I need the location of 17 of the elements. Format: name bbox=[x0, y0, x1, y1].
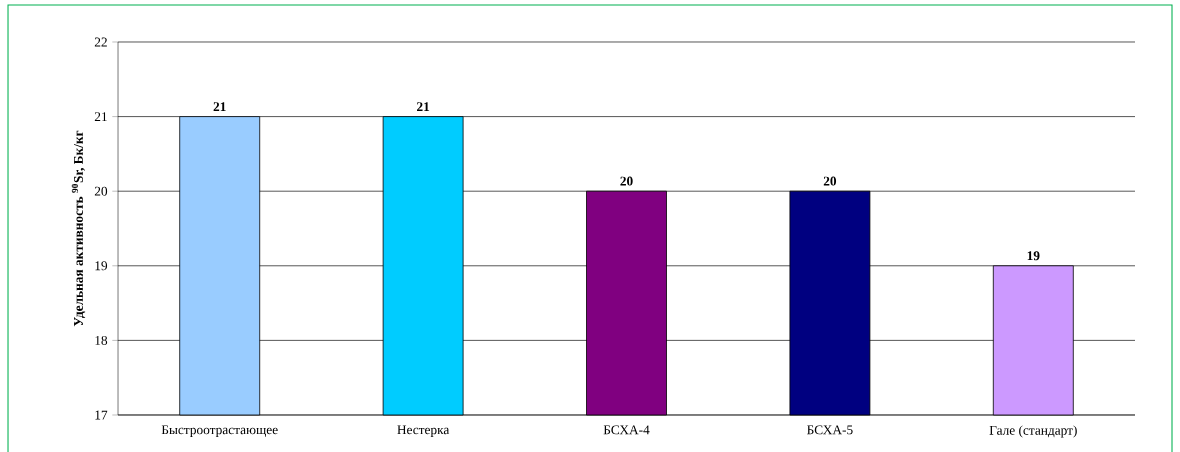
x-tick-label: Быстроотрастающее bbox=[161, 425, 278, 437]
y-tick-label: 20 bbox=[94, 186, 108, 196]
y-tick-label: 22 bbox=[94, 37, 107, 47]
y-tick-label: 21 bbox=[94, 112, 107, 122]
data-label: 21 bbox=[417, 102, 430, 111]
x-tick-label: Нестерка bbox=[397, 425, 450, 437]
y-axis-title: Удельная активность $^{90}$Sr, Бк/кг bbox=[71, 130, 86, 327]
data-label: 20 bbox=[620, 176, 633, 186]
y-tick-label: 19 bbox=[95, 261, 108, 271]
y-tick-label: 17 bbox=[95, 410, 108, 420]
y-tick-label: 18 bbox=[95, 335, 108, 345]
x-tick-label: БСХА-4 bbox=[603, 425, 650, 435]
x-tick-label: БСХА-5 bbox=[807, 425, 853, 435]
data-label: 21 bbox=[213, 102, 226, 111]
data-label: 19 bbox=[1027, 251, 1040, 261]
data-label: 20 bbox=[823, 176, 837, 186]
x-tick-label: Гале (стандарт) bbox=[989, 425, 1077, 438]
